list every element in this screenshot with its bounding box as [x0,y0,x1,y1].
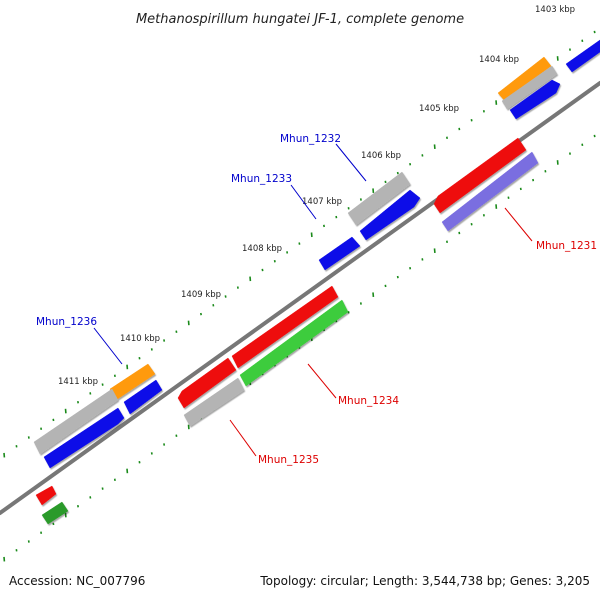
accession-text: Accession: NC_007796 [9,574,145,588]
gene-label-mhun-1236[interactable]: Mhun_1236 [36,316,97,328]
gene-feature-blue[interactable] [123,379,163,415]
gene-feature-gray[interactable] [33,388,119,455]
gene-label-mhun-1232[interactable]: Mhun_1232 [280,133,341,145]
gene-feature-purple[interactable] [441,151,539,232]
gene-label-mhun-1233[interactable]: Mhun_1233 [231,173,292,185]
gene-feature-green[interactable] [239,299,349,387]
kbp-label: 1408 kbp [242,244,282,254]
leader-line-mhun-1236 [93,327,123,365]
gene-feature-gray[interactable] [183,377,245,427]
kbp-label: 1407 kbp [302,197,342,207]
kbp-labels: 1403 kbp 1404 kbp 1405 kbp 1406 kbp 1407… [58,5,575,387]
kbp-tick-tracks [3,30,596,562]
gene-feature-blue[interactable] [565,39,600,73]
leader-line-mhun-1235 [229,419,257,457]
kbp-label: 1410 kbp [120,334,160,344]
gene-feature-red[interactable] [35,485,57,506]
kbp-label: 1405 kbp [419,104,459,114]
map-title: Methanospirillum hungatei JF-1, complete… [136,12,464,27]
gene-feature-blue[interactable] [509,79,561,120]
gene-feature-red[interactable] [177,357,237,409]
gene-label-leaders [93,143,533,457]
kbp-label: 1404 kbp [479,55,519,65]
kbp-label: 1406 kbp [361,151,401,161]
leader-line-mhun-1231 [504,207,533,242]
gene-feature-red[interactable] [231,285,339,369]
gene-features [33,39,600,525]
gene-label-mhun-1235[interactable]: Mhun_1235 [258,454,319,466]
gene-feature-gray[interactable] [347,171,411,226]
gene-feature-orange[interactable] [497,56,552,101]
gene-feature-red[interactable] [433,137,527,214]
gene-label-mhun-1231[interactable]: Mhun_1231 [536,240,597,252]
gene-feature-blue[interactable] [359,189,421,241]
genome-summary-text: Topology: circular; Length: 3,544,738 bp… [259,574,590,588]
leader-line-mhun-1234 [307,363,337,399]
kbp-label: 1409 kbp [181,290,221,300]
kbp-label: 1403 kbp [535,5,575,15]
gene-labels: Mhun_1231 Mhun_1232 Mhun_1233 Mhun_1234 … [36,133,597,466]
leader-line-mhun-1233 [290,184,317,220]
gene-feature-gray[interactable] [501,65,558,110]
gene-feature-darkgreen[interactable] [41,501,69,525]
leader-line-mhun-1232 [335,143,367,182]
gene-label-mhun-1234[interactable]: Mhun_1234 [338,395,399,407]
gene-feature-blue[interactable] [318,236,361,271]
gene-feature-blue[interactable] [43,407,125,469]
kbp-label: 1411 kbp [58,377,98,387]
